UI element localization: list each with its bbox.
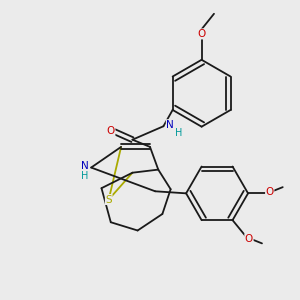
Text: N: N [81, 161, 89, 171]
Text: O: O [107, 126, 115, 136]
Text: O: O [245, 234, 253, 244]
Text: O: O [197, 29, 206, 39]
Text: O: O [266, 187, 274, 197]
Text: S: S [105, 194, 112, 205]
Text: H: H [81, 171, 89, 181]
Text: H: H [175, 128, 182, 138]
Text: N: N [167, 120, 174, 130]
